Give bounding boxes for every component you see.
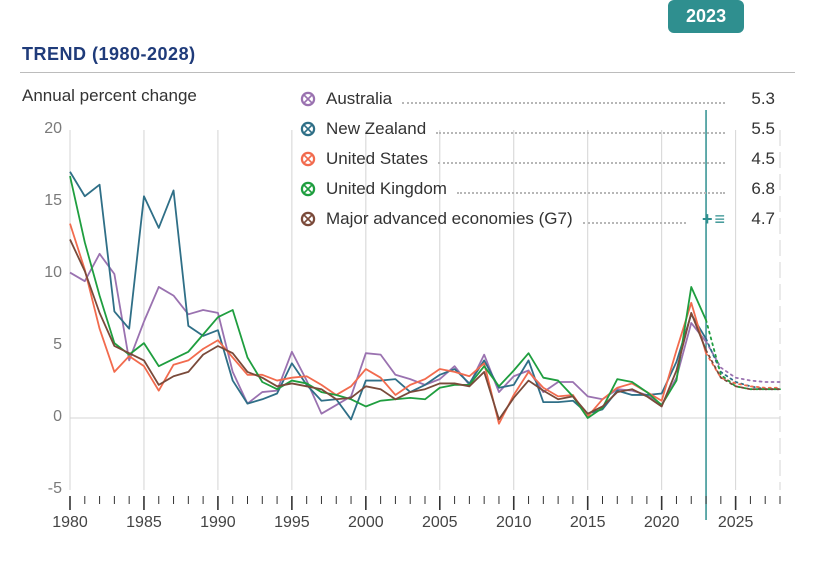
legend-label: Major advanced economies (G7) bbox=[326, 209, 573, 229]
y-tick-label: 10 bbox=[22, 264, 62, 282]
legend-item[interactable]: United States 4.5 bbox=[300, 144, 775, 174]
legend-value: 4.5 bbox=[735, 149, 775, 169]
legend-leader-dots bbox=[402, 102, 725, 104]
x-tick-label: 2010 bbox=[496, 514, 532, 532]
legend-marker-icon bbox=[300, 151, 316, 167]
x-tick-label: 1980 bbox=[52, 514, 88, 532]
y-tick-label: -5 bbox=[22, 480, 62, 498]
x-tick-label: 1990 bbox=[200, 514, 236, 532]
legend: Australia 5.3 New Zealand 5.5 United States 4… bbox=[300, 84, 775, 234]
x-tick-label: 2000 bbox=[348, 514, 384, 532]
y-tick-label: 20 bbox=[22, 120, 62, 138]
legend-marker-icon bbox=[300, 91, 316, 107]
legend-item[interactable]: New Zealand 5.5 bbox=[300, 114, 775, 144]
legend-item[interactable]: United Kingdom 6.8 bbox=[300, 174, 775, 204]
legend-marker-icon bbox=[300, 181, 316, 197]
y-tick-label: 5 bbox=[22, 336, 62, 354]
legend-label: United Kingdom bbox=[326, 179, 447, 199]
x-tick-label: 2005 bbox=[422, 514, 458, 532]
y-axis-label: Annual percent change bbox=[22, 86, 197, 106]
x-tick-label: 1985 bbox=[126, 514, 162, 532]
legend-value: 6.8 bbox=[735, 179, 775, 199]
x-tick-label: 2025 bbox=[718, 514, 754, 532]
x-tick-label: 1995 bbox=[274, 514, 310, 532]
legend-leader-dots bbox=[438, 162, 725, 164]
legend-item[interactable]: Major advanced economies (G7) +≡ 4.7 bbox=[300, 204, 775, 234]
legend-item[interactable]: Australia 5.3 bbox=[300, 84, 775, 114]
legend-value: 5.3 bbox=[735, 89, 775, 109]
legend-label: Australia bbox=[326, 89, 392, 109]
legend-label: United States bbox=[326, 149, 428, 169]
legend-marker-icon bbox=[300, 121, 316, 137]
year-badge-text: 2023 bbox=[686, 6, 726, 26]
legend-leader-dots bbox=[583, 222, 686, 224]
legend-leader-dots bbox=[457, 192, 725, 194]
legend-marker-icon bbox=[300, 211, 316, 227]
legend-value: 4.7 bbox=[735, 209, 775, 229]
legend-action-icons[interactable]: +≡ bbox=[702, 209, 727, 230]
legend-leader-dots bbox=[436, 132, 725, 134]
title-divider bbox=[20, 72, 795, 73]
x-tick-label: 2020 bbox=[644, 514, 680, 532]
year-badge: 2023 bbox=[668, 0, 744, 33]
x-tick-label: 2015 bbox=[570, 514, 606, 532]
y-tick-label: 0 bbox=[22, 408, 62, 426]
legend-label: New Zealand bbox=[326, 119, 426, 139]
legend-value: 5.5 bbox=[735, 119, 775, 139]
y-tick-label: 15 bbox=[22, 192, 62, 210]
chart-title: TREND (1980-2028) bbox=[22, 44, 196, 65]
